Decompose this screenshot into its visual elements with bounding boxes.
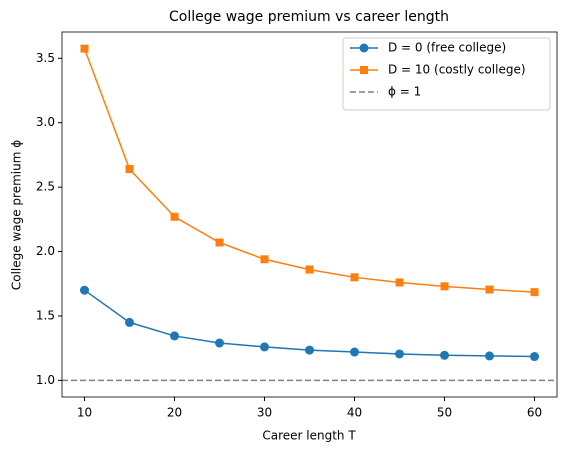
x-tick-label: 30 — [257, 406, 272, 420]
data-point — [485, 351, 494, 361]
data-point — [395, 278, 404, 287]
data-point — [440, 282, 449, 291]
data-point — [530, 288, 539, 297]
data-point — [170, 212, 179, 221]
legend-box — [342, 37, 551, 111]
data-point — [350, 273, 359, 282]
y-tick-label: 3.5 — [36, 51, 55, 65]
y-tick-label: 2.5 — [36, 180, 55, 194]
data-point — [170, 331, 179, 341]
legend-marker — [360, 66, 368, 74]
y-tick-label: 2.0 — [36, 244, 55, 258]
x-axis-label: Career length T — [262, 429, 356, 443]
data-point — [125, 165, 134, 174]
legend-label: ϕ = 1 — [388, 85, 421, 99]
legend-label: D = 10 (costly college) — [388, 63, 526, 77]
data-point — [350, 347, 359, 357]
x-tick-label: 60 — [527, 406, 542, 420]
data-point — [215, 238, 224, 247]
x-tick-label: 10 — [77, 406, 92, 420]
legend-marker — [359, 43, 369, 53]
x-tick-label: 50 — [437, 406, 452, 420]
data-point — [530, 352, 539, 362]
data-point — [80, 44, 89, 53]
legend-label: D = 0 (free college) — [388, 41, 506, 55]
chart-title: College wage premium vs career length — [169, 9, 449, 25]
data-point — [260, 255, 269, 264]
x-tick-label: 20 — [167, 406, 182, 420]
data-point — [125, 317, 134, 327]
data-point — [395, 349, 404, 359]
data-point — [80, 285, 89, 295]
data-point — [305, 345, 314, 355]
data-point — [260, 342, 269, 352]
data-point — [215, 338, 224, 348]
data-point — [305, 265, 314, 274]
data-point — [485, 285, 494, 294]
plot-frame — [61, 31, 558, 398]
data-point — [440, 350, 449, 360]
y-tick-label: 1.5 — [36, 308, 55, 322]
y-axis-label: College wage premium ϕ — [10, 140, 24, 290]
x-tick-label: 40 — [347, 406, 362, 420]
y-tick-label: 1.0 — [36, 373, 55, 387]
y-tick-label: 3.0 — [36, 115, 55, 129]
